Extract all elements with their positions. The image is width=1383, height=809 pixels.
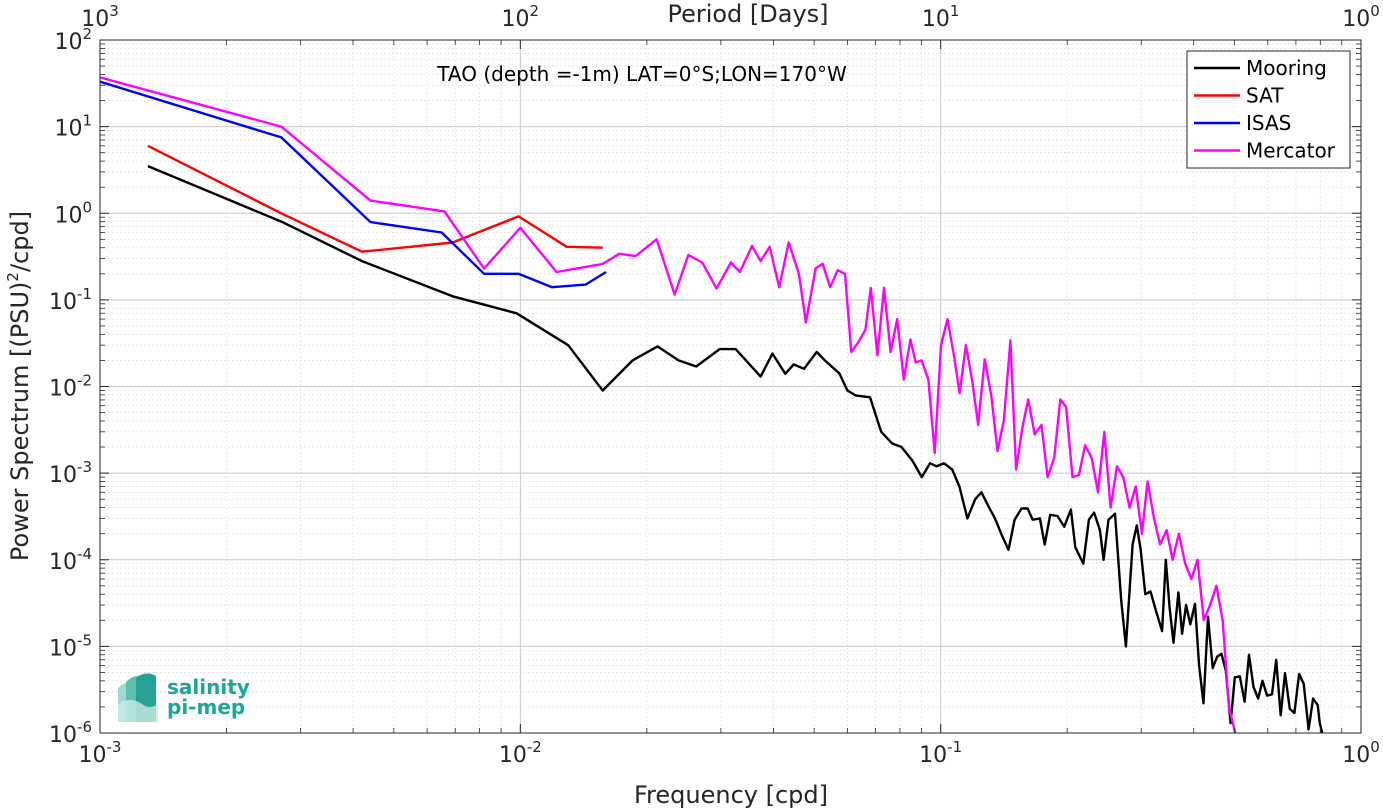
x-tick-label: 10-3 (79, 738, 122, 768)
x-tick-label: 10-2 (499, 738, 542, 768)
y-tick-label: 10-2 (49, 372, 92, 402)
y-tick-label: 10-1 (49, 285, 92, 315)
legend-box (1186, 50, 1351, 169)
top-axis-label: Period [Days] (667, 0, 828, 28)
legend-label-mercator: Mercator (1246, 139, 1336, 163)
top-tick-label: 103 (81, 2, 119, 32)
series-line-mooring (147, 164, 1324, 734)
x-tick-labels: 10-3 10-2 10-1 100 (79, 738, 1380, 768)
y-tick-label: 10-5 (49, 631, 92, 661)
y-tick-label: 100 (54, 198, 92, 228)
logo-waves-icon (118, 673, 158, 722)
top-tick-labels: 103 102 101 100 (81, 2, 1380, 32)
logo-line1: salinity (167, 675, 250, 699)
x-tick-label: 100 (1342, 738, 1380, 768)
logo-line2: pi-mep (167, 695, 245, 719)
x-axis-label: Frequency [cpd] (634, 781, 828, 809)
minor-grid (100, 40, 1361, 733)
series-line-isas (99, 80, 607, 289)
legend-items: Mooring SAT ISAS Mercator (1194, 56, 1336, 163)
legend-label-sat: SAT (1246, 84, 1284, 108)
chart-title: TAO (depth =-1m) LAT=0°S;LON=170°W (436, 62, 847, 86)
tick-marks (99, 39, 1362, 734)
y-tick-label: 10-3 (49, 458, 92, 488)
legend: Mooring SAT ISAS Mercator (1186, 50, 1351, 169)
series-line-mercator (99, 76, 1237, 734)
y-tick-label: 10-4 (49, 545, 92, 575)
y-tick-label: 102 (54, 25, 92, 55)
y-tick-label: 10-6 (49, 718, 92, 748)
y-tick-labels: 10-6 10-5 10-4 10-3 10-2 10-1 100 101 102 (49, 25, 92, 748)
series-layer (99, 76, 1324, 734)
top-tick-label: 102 (502, 2, 540, 32)
y-tick-label: 101 (54, 112, 92, 142)
top-tick-label: 101 (922, 2, 960, 32)
x-tick-label: 10-1 (919, 738, 962, 768)
legend-label-isas: ISAS (1246, 111, 1291, 135)
top-tick-label: 100 (1342, 2, 1380, 32)
legend-label-mooring: Mooring (1246, 56, 1327, 80)
salinity-pi-mep-logo: salinity pi-mep (118, 673, 250, 722)
y-axis-label: Power Spectrum [(PSU)2/cpd] (4, 211, 34, 561)
